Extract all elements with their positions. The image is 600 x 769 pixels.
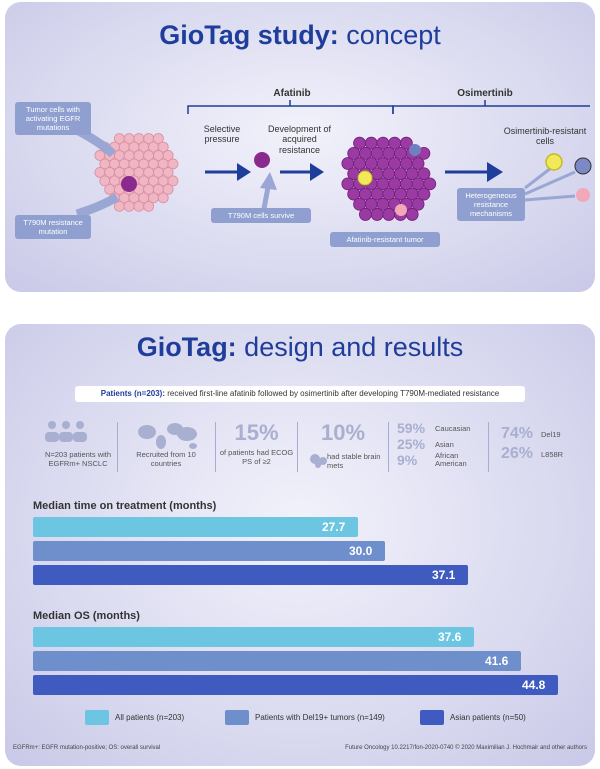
arrow-2 <box>310 163 324 181</box>
survive-arrow <box>260 172 277 190</box>
stat-ecog-label: of patients had ECOG PS of ≥2 <box>219 448 294 466</box>
stat-patients: N=203 patients with EGFRm+ NSCLC <box>44 450 112 468</box>
bar <box>33 675 558 695</box>
separator <box>117 422 118 472</box>
chart-group-title: Median OS (months) <box>33 610 140 622</box>
ethnicity-item: 25% Asian <box>397 436 454 452</box>
stat-brain-value: 10% <box>320 420 366 445</box>
stat-ecog-value: 15% <box>234 420 279 445</box>
world-map-icon <box>138 423 197 449</box>
design-panel: GioTag: design and results Patients (n=2… <box>5 324 595 766</box>
cell <box>167 175 179 187</box>
t790m-box: T790M resistance mutation <box>15 215 91 239</box>
selective-pressure-label: Selective pressure <box>203 124 241 145</box>
bar-value-label: 37.1 <box>432 568 456 582</box>
legend-swatch <box>85 710 109 725</box>
cell <box>143 200 155 212</box>
mutation-item: 74% Del19 <box>501 425 561 442</box>
separator <box>215 422 216 472</box>
concept-title: GioTag study: concept <box>159 20 441 50</box>
bar <box>33 541 385 561</box>
t790m-cell <box>121 176 137 192</box>
resistant-tumor-cluster <box>341 136 437 221</box>
bar <box>33 565 468 585</box>
ethnicity-list: 59% Caucasian 25% Asian 9% African American <box>397 420 487 468</box>
cell <box>162 183 174 195</box>
mutation-list: 74% Del19 26% L858R <box>501 424 591 464</box>
brain-icon <box>310 454 327 468</box>
cell <box>411 197 425 211</box>
bar <box>33 627 474 647</box>
cell <box>167 158 179 170</box>
bar-value-label: 30.0 <box>349 544 373 558</box>
cell <box>411 157 425 170</box>
ethnicity-item: 59% Caucasian <box>397 420 471 436</box>
cell <box>113 200 125 212</box>
bar-value-label: 44.8 <box>522 678 546 692</box>
legend-item-asian: Asian patients (n=50) <box>420 710 526 725</box>
arrow-3 <box>487 162 503 182</box>
cell <box>417 167 431 181</box>
cell <box>152 133 164 144</box>
pink-resistant-cell <box>576 188 590 202</box>
legend-swatch <box>225 710 249 725</box>
bar-value-label: 37.6 <box>438 630 462 644</box>
osimertinib-label: Osimertinib <box>457 88 513 99</box>
cell <box>157 192 169 204</box>
cell <box>123 200 135 212</box>
afatinib-bracket <box>187 105 394 114</box>
bar-value-label: 27.7 <box>322 520 346 534</box>
cell <box>405 208 419 221</box>
patients-banner: Patients (n=203): received first-line af… <box>75 386 525 402</box>
footnote-left: EGFRm+: EGFR mutation-positive; OS: over… <box>13 745 161 751</box>
arrow-1 <box>237 163 251 181</box>
t790m-pointer-arrow <box>75 193 120 219</box>
osimertinib-bracket <box>392 105 590 114</box>
separator <box>388 422 389 472</box>
legend-swatch <box>420 710 444 725</box>
development-label: Development of acquired resistance <box>267 124 332 155</box>
bar <box>33 651 521 671</box>
concept-diagram <box>72 100 592 221</box>
legend-item-all: All patients (n=203) <box>85 710 184 725</box>
separator <box>488 422 489 472</box>
people-icon <box>45 421 87 442</box>
t790m-survive-box: T790M cells survive <box>211 208 311 223</box>
legend-item-del19: Patients with Del19+ tumors (n=149) <box>225 710 385 725</box>
stat-brain-label: had stable brain mets <box>327 452 381 470</box>
chart-group-title: Median time on treatment (months) <box>33 500 217 512</box>
footnote-right: Future Oncology 10.2217/fon-2020-0740 © … <box>345 745 587 751</box>
yellow-resistant-cell <box>545 153 563 171</box>
heterogeneous-box: Heterogeneous resistance mechanisms <box>457 188 525 221</box>
cell <box>157 141 169 153</box>
osimertinib-resistant-label: Osimertinib-resistant cells <box>503 126 587 147</box>
cell <box>382 208 396 221</box>
yellow-cell <box>357 170 373 186</box>
tumor-cells-box: Tumor cells with activating EGFR mutatio… <box>15 102 91 135</box>
design-title: GioTag: design and results <box>136 332 464 362</box>
concept-panel: GioTag study: concept <box>5 2 595 292</box>
stat-countries: Recruited from 10 countries <box>136 450 196 468</box>
separator <box>297 422 298 472</box>
bar <box>33 517 358 537</box>
stats-icons <box>45 421 327 468</box>
cell <box>423 177 437 191</box>
afatinib-resistant-box: Afatinib-resistant tumor <box>330 232 440 247</box>
cell <box>370 208 384 221</box>
cell <box>162 150 174 161</box>
blue-cell <box>409 144 421 156</box>
cell <box>417 187 431 201</box>
cell <box>133 200 145 212</box>
mutation-item: 26% L858R <box>501 445 564 462</box>
blue-resistant-cell <box>574 157 592 175</box>
pink-cell <box>395 204 407 216</box>
surviving-cell <box>254 152 270 168</box>
bar-value-label: 41.6 <box>485 654 509 668</box>
afatinib-label: Afatinib <box>273 88 311 99</box>
cell <box>162 167 174 178</box>
ethnicity-item: 9% African American <box>397 450 467 468</box>
cell <box>399 136 413 150</box>
cell <box>358 208 372 221</box>
